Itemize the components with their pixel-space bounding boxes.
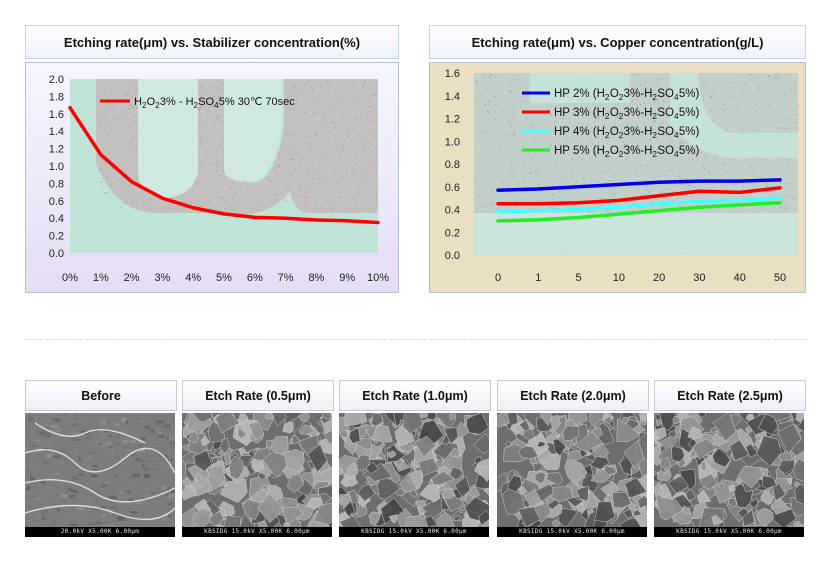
chart1-ytick-label: 0.6	[49, 196, 64, 208]
chart2-ytick-label: 0.8	[445, 159, 460, 171]
chart1-photo-texture	[96, 79, 378, 215]
chart2-series-line-1	[496, 178, 782, 192]
chart1-ytick-label: 1.6	[49, 109, 64, 121]
chart1-legend-label: H2 O2 3% - H2 SO4 5% 30℃ 70sec	[134, 96, 295, 110]
chart1-panel: 2.0 1.8 1.6 1.4 1.2 1.0 0.8 0.6 0.4 0.2 0.0 0% 1% 2% 3…	[25, 62, 399, 293]
sem-scale-bar: 20.0kV X5.00K 6.00μm	[25, 527, 175, 537]
chart2-ytick-label: 0.0	[445, 250, 460, 262]
chart1-ytick-label: 0.4	[49, 213, 64, 225]
chart1-xtick-label: 4%	[185, 272, 201, 284]
chart2-xtick-label: 40	[734, 272, 746, 284]
chart2-legend-label-2: HP 3% (H2 O2 3%-H2 SO4 5%)	[554, 107, 699, 121]
chart2-xtick-label: 0	[495, 272, 501, 284]
chart2-ytick-label: 0.2	[445, 227, 460, 239]
chart2-panel: 1.6 1.4 1.2 1.0 0.8 0.6 0.4 0.2 0.0 0 1 5 10 20 30 40 50…	[429, 62, 806, 293]
chart1-xtick-label: 2%	[124, 272, 140, 284]
sem-image-before: 20.0kV X5.00K 6.00μm	[25, 413, 175, 537]
chart2-ytick-label: 0.6	[445, 182, 460, 194]
chart1-ytick-label: 0.8	[49, 178, 64, 190]
section-divider	[25, 339, 806, 340]
chart2-ytick-label: 1.0	[445, 136, 460, 148]
sem-label-etch-25: Etch Rate (2.5μm)	[654, 380, 806, 411]
chart2-xtick-label: 10	[613, 272, 625, 284]
chart2-xtick-label: 30	[693, 272, 705, 284]
chart1-ytick-label: 1.8	[49, 91, 64, 103]
chart2-series-line-3	[496, 196, 782, 214]
sem-image-etch-10: KBSIDG 15.0kV X5.00K 6.00μm	[339, 413, 489, 537]
chart2-ytick-label: 0.4	[445, 205, 460, 217]
sem-label-etch-20: Etch Rate (2.0μm)	[497, 380, 649, 411]
chart1-xtick-label: 1%	[93, 272, 109, 284]
chart2-xtick-label: 20	[653, 272, 665, 284]
sem-scale-bar: KBSIDG 15.0kV X5.00K 6.00μm	[654, 527, 804, 537]
chart2-title: Etching rate(μm) vs. Copper concentratio…	[429, 25, 806, 59]
chart2-legend-label-4: HP 5% (H2 O2 3%-H2 SO4 5%)	[554, 145, 699, 159]
sem-label-before: Before	[25, 380, 177, 411]
chart1-xtick-label: 7%	[278, 272, 294, 284]
chart1-xtick-label: 9%	[339, 272, 355, 284]
sem-label-etch-05: Etch Rate (0.5μm)	[182, 380, 334, 411]
sem-image-etch-20: KBSIDG 15.0kV X5.00K 6.00μm	[497, 413, 647, 537]
chart1-svg: 2.0 1.8 1.6 1.4 1.2 1.0 0.8 0.6 0.4 0.2 0.0 0% 1% 2% 3…	[26, 63, 398, 292]
chart1-ytick-label: 0.2	[49, 231, 64, 243]
chart1-ytick-label: 1.2	[49, 144, 64, 156]
chart2-xtick-label: 1	[535, 272, 541, 284]
chart1-ytick-label: 0.0	[49, 248, 64, 260]
chart2-xtick-label: 5	[576, 272, 582, 284]
chart1-xtick-label: 5%	[216, 272, 232, 284]
chart2-ytick-label: 1.6	[445, 68, 460, 80]
sem-scale-bar: KBSIDG 15.0kV X5.00K 6.00μm	[339, 527, 489, 537]
sem-label-etch-10: Etch Rate (1.0μm)	[339, 380, 491, 411]
chart1-ytick-label: 2.0	[49, 74, 64, 86]
chart1-xtick-label: 8%	[308, 272, 324, 284]
chart2-legend-label-1: HP 2% (H2 O2 3%-H2 SO4 5%)	[554, 88, 699, 102]
chart1-ytick-label: 1.0	[49, 161, 64, 173]
chart2-xtick-label: 50	[774, 272, 786, 284]
sem-scale-bar: KBSIDG 15.0kV X5.00K 6.00μm	[182, 527, 332, 537]
chart1-title: Etching rate(μm) vs. Stabilizer concentr…	[25, 25, 399, 59]
chart1-xtick-label: 6%	[247, 272, 263, 284]
sem-image-etch-05: KBSIDG 15.0kV X5.00K 6.00μm	[182, 413, 332, 537]
chart2-series-line-4	[496, 200, 782, 223]
chart2-series-line-2	[496, 186, 782, 206]
chart2-ytick-label: 1.2	[445, 114, 460, 126]
chart1-xtick-label: 3%	[154, 272, 170, 284]
chart1-xtick-label: 10%	[367, 272, 389, 284]
chart2-svg: 1.6 1.4 1.2 1.0 0.8 0.6 0.4 0.2 0.0 0 1 5 10 20 30 40 50…	[430, 63, 805, 292]
sem-image-etch-25: KBSIDG 15.0kV X5.00K 6.00μm	[654, 413, 804, 537]
sem-scale-bar: KBSIDG 15.0kV X5.00K 6.00μm	[497, 527, 647, 537]
chart2-legend-label-3: HP 4% (H2 O2 3%-H2 SO4 5%)	[554, 126, 699, 140]
chart2-ytick-label: 1.4	[445, 91, 460, 103]
chart1-xtick-label: 0%	[62, 272, 78, 284]
chart1-ytick-label: 1.4	[49, 126, 64, 138]
chart2-photo-texture	[474, 73, 799, 256]
chart1-series-line	[68, 105, 380, 225]
